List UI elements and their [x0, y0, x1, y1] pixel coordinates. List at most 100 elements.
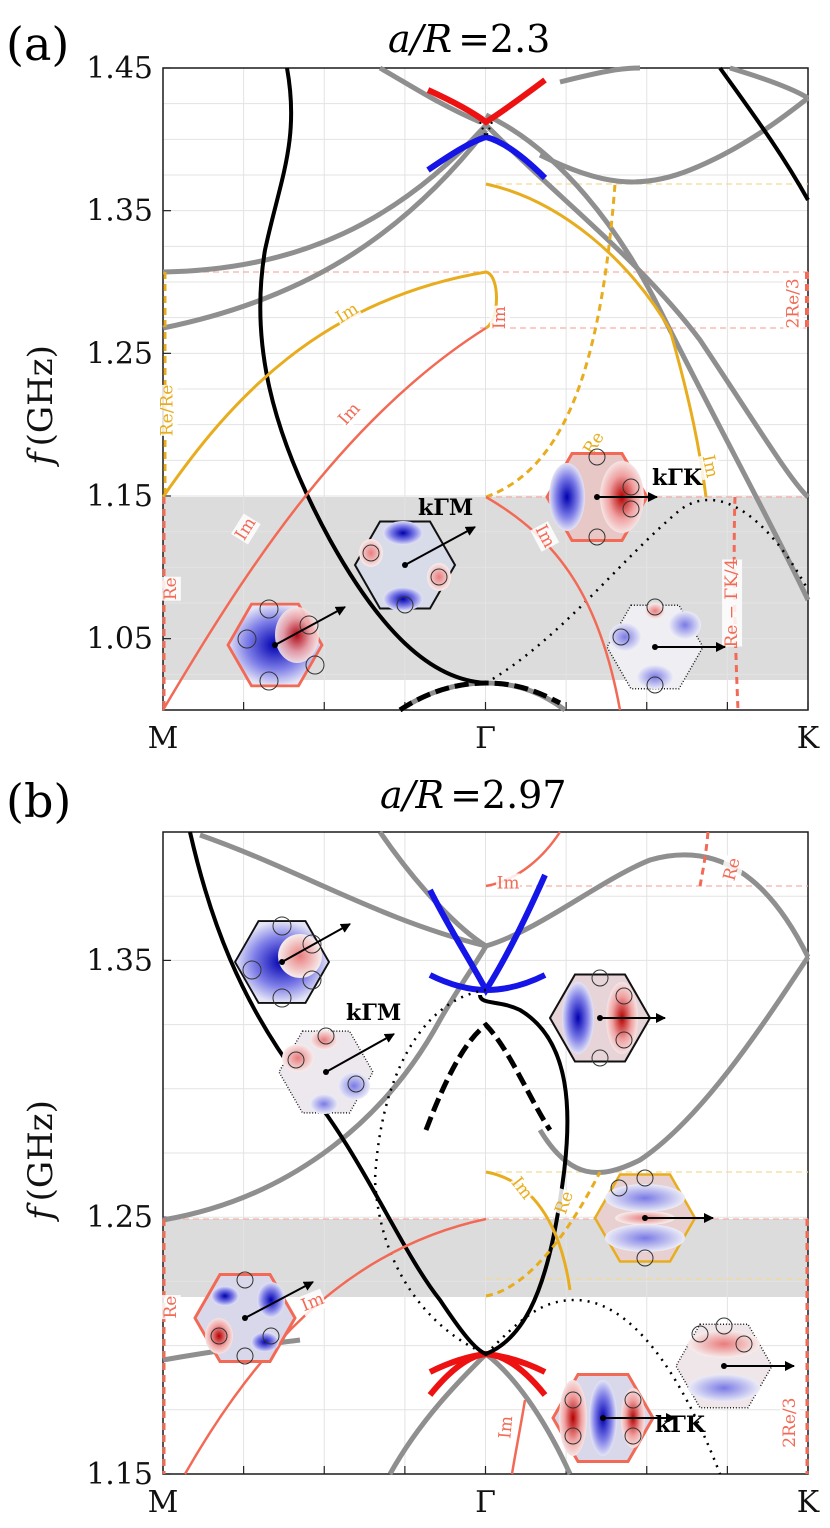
y-tick-label: 1.15 — [86, 479, 153, 514]
band-annotation: Re — [161, 1296, 181, 1319]
panel-b-title-value: =2.97 — [450, 773, 566, 817]
mode-inset — [226, 599, 346, 691]
y-tick-label: 1.15 — [86, 1457, 153, 1492]
panel-b-ylabel: f(GHz) — [21, 1100, 61, 1223]
y-tick-label: 1.25 — [86, 1200, 153, 1235]
k-label-gamma-m: kΓM — [418, 495, 473, 521]
band-black-dotted — [485, 1298, 722, 1475]
y-tick-label: 1.05 — [86, 622, 153, 657]
mode-inset — [353, 520, 476, 614]
panel-a-title-var: a/R — [388, 17, 452, 61]
panel-a-yticks: 1.45 1.35 1.25 1.15 1.05 — [86, 51, 809, 710]
panel-a-title: a/R =2.3 — [388, 17, 550, 61]
band-annotation: Im — [698, 453, 722, 480]
annotation-bg — [489, 305, 510, 330]
mode-inset — [233, 916, 351, 1008]
band-gray — [162, 121, 810, 499]
annotation-bg — [551, 1187, 579, 1218]
band-salmon-dashed — [698, 831, 710, 887]
annotation-bg — [530, 521, 560, 552]
annotation-bg — [495, 1414, 518, 1441]
panel-b-yticks: 1.35 1.25 1.15 — [86, 943, 809, 1492]
band-annotation: 2Re/3 — [780, 1398, 800, 1448]
annotation-bg — [697, 452, 722, 481]
panel-a-label: (a) — [6, 17, 69, 71]
k-label-gamma-k: kΓK — [652, 465, 703, 491]
band-gray — [162, 128, 488, 331]
band-red — [427, 1350, 548, 1397]
band-annotation: Re − ΓK/4 — [722, 559, 742, 648]
annotation-bg — [160, 1295, 181, 1320]
mode-inset — [675, 1317, 795, 1409]
k-label-gamma-m: kΓM — [346, 1000, 401, 1026]
band-annotation: Im — [495, 1415, 517, 1440]
mode-inset — [278, 1027, 395, 1114]
mode-inset — [548, 969, 666, 1067]
panel-b-ylabel-unit: (GHz) — [21, 1100, 61, 1201]
panel-b-ylabel-var: f — [21, 1202, 61, 1223]
band-salmon-dashed — [732, 496, 740, 711]
band-annotation: Im — [490, 306, 510, 329]
annotation-bg — [506, 1172, 537, 1205]
band-gray — [537, 955, 811, 1175]
annotation-bg — [297, 1288, 328, 1317]
band-orange-dashed — [485, 183, 617, 499]
band-annotation: Re — [551, 1188, 578, 1216]
mode-inset — [593, 1169, 714, 1267]
band-orange — [485, 1170, 572, 1291]
band-orange-dashed — [485, 1171, 602, 1298]
band-salmon — [485, 831, 562, 888]
band-blue — [426, 133, 548, 181]
band-blue — [427, 873, 548, 996]
y-tick-label: 1.25 — [86, 336, 153, 371]
band-annotation: Re — [161, 577, 181, 600]
band-black-dashed — [423, 1021, 553, 1132]
annotation-bg — [722, 559, 743, 647]
mode-inset — [606, 598, 726, 694]
x-tick-label: K — [797, 1485, 820, 1520]
annotation-bg — [160, 576, 181, 601]
band-orange — [161, 270, 498, 498]
x-tick-label: K — [797, 721, 820, 756]
panel-b-title-var: a/R — [380, 773, 444, 817]
band-black-dotted — [373, 988, 487, 1356]
band-salmon — [485, 495, 622, 711]
annotation-bg — [157, 384, 178, 436]
band-black — [188, 831, 570, 1357]
mode-inset — [545, 448, 658, 546]
band-salmon — [510, 1399, 527, 1475]
band-gray — [162, 944, 489, 1223]
band-gray — [538, 96, 810, 185]
annotation-bg — [230, 513, 261, 545]
panel-b-label: (b) — [6, 774, 71, 828]
band-gray — [729, 65, 810, 101]
mode-inset — [193, 1271, 314, 1365]
band-annotation: Im — [497, 873, 520, 893]
x-tick-label: M — [148, 721, 179, 756]
band-red — [428, 1350, 547, 1375]
band-salmon — [161, 326, 487, 711]
k-label-gamma-k: kΓK — [655, 1412, 706, 1438]
panel-b-title: a/R =2.97 — [380, 773, 567, 817]
y-tick-label: 1.35 — [86, 943, 153, 978]
band-black — [718, 66, 810, 201]
x-tick-label: M — [148, 1485, 179, 1520]
band-gray — [559, 65, 641, 85]
x-tick-label: Γ — [475, 1485, 496, 1520]
x-tick-label: Γ — [475, 721, 496, 756]
y-tick-label: 1.45 — [86, 51, 153, 86]
panel-a-title-value: =2.3 — [458, 17, 550, 61]
panel-a: (a) a/R =2.3 f(GHz) 1.451.351.251.151.05 … — [6, 17, 820, 756]
band-annotation: Re/Re — [158, 385, 178, 436]
mode-inset — [551, 1373, 676, 1463]
y-tick-label: 1.35 — [86, 194, 153, 229]
band-gray — [378, 65, 481, 125]
panel-a-ylabel-var: f — [21, 447, 61, 468]
annotation-bg — [496, 873, 521, 894]
band-black — [258, 67, 487, 685]
band-red — [426, 77, 547, 126]
annotation-bg — [719, 855, 745, 884]
annotation-bg — [334, 398, 366, 430]
